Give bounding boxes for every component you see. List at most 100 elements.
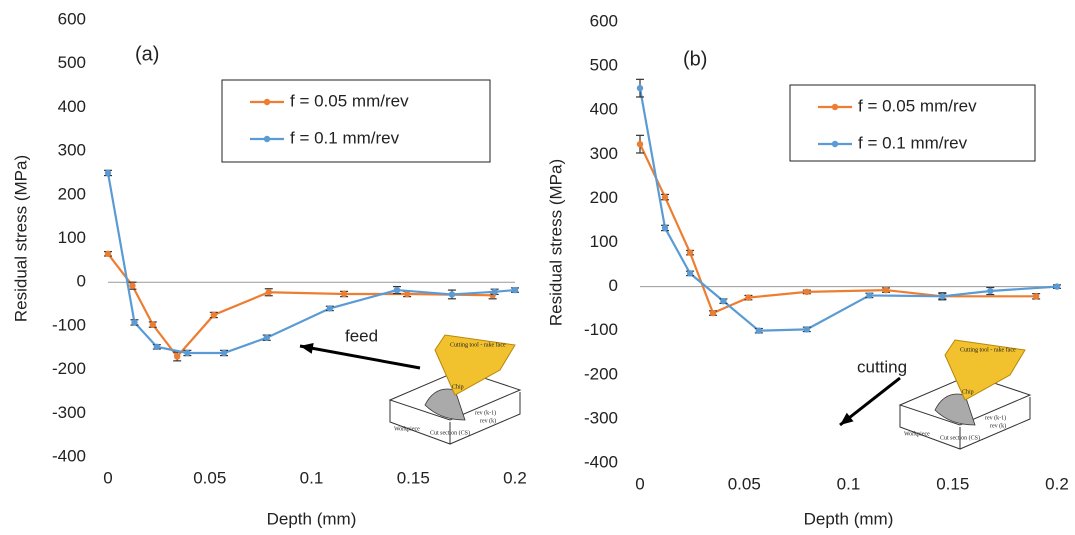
data-point (393, 286, 401, 294)
y-tick-label: 600 (58, 9, 86, 28)
data-point (210, 311, 218, 319)
panel-label: (b) (683, 48, 707, 70)
inset-label: Workpiece (394, 426, 420, 432)
data-point (1053, 283, 1061, 290)
x-tick-label: 0.2 (1045, 474, 1069, 493)
data-point (104, 250, 112, 257)
data-point (173, 353, 181, 360)
arrow-label: cutting (857, 357, 907, 376)
data-point (448, 291, 456, 298)
cutting-tool (434, 334, 516, 396)
inset-label: rev (k-1) (985, 414, 1006, 421)
y-tick-label: 500 (590, 56, 618, 75)
data-point (686, 249, 694, 256)
legend-label: f = 0.1 mm/rev (858, 133, 968, 152)
data-point (104, 169, 112, 177)
inset-label: rev (k) (990, 422, 1006, 429)
y-tick-label: -100 (52, 315, 86, 334)
arrow-label: feed (345, 326, 378, 345)
inset-label: Cutting tool - rake face (450, 341, 506, 348)
data-point (939, 293, 946, 300)
inset-label: rev (k-1) (475, 409, 496, 416)
legend-marker (263, 135, 271, 143)
inset-label: Chip (962, 389, 974, 395)
inset-label: Cut section (CS) (940, 434, 980, 441)
inset-illustration: Cutting tool - rake face Chip Workpiece Cut… (388, 334, 522, 445)
data-point (709, 309, 717, 317)
x-tick-label: 0 (635, 474, 644, 493)
data-point (184, 349, 191, 357)
y-tick-label: 100 (58, 228, 86, 247)
legend-marker (831, 103, 839, 111)
x-axis-title: Depth (mm) (267, 509, 357, 528)
y-tick-label: -200 (584, 364, 618, 383)
data-point (340, 290, 348, 298)
y-tick-label: 0 (77, 272, 86, 291)
chip (424, 388, 466, 421)
data-point (511, 286, 519, 294)
data-point (661, 224, 669, 232)
y-tick-label: -200 (52, 359, 86, 378)
data-point (720, 297, 727, 305)
legend-label: f = 0.1 mm/rev (290, 128, 400, 147)
y-tick-label: 0 (609, 276, 618, 295)
legend-marker (831, 140, 839, 148)
y-tick-label: -100 (584, 320, 618, 339)
x-tick-label: 0.1 (300, 468, 324, 487)
x-tick-label: 0.15 (397, 468, 430, 487)
data-point (661, 193, 669, 201)
legend-box (221, 79, 491, 163)
y-tick-label: 100 (590, 232, 618, 251)
legend-marker (263, 98, 271, 106)
inset-illustration: Cutting tool - rake face Chip Workpiece Cut… (898, 339, 1032, 450)
data-point (987, 287, 994, 295)
series-line (107, 253, 493, 359)
data-point (129, 282, 136, 289)
y-tick-label: 300 (58, 141, 86, 160)
arrow-head (840, 412, 854, 425)
y-tick-label: 400 (590, 100, 618, 119)
x-tick-label: 0 (103, 468, 112, 487)
data-point (1032, 293, 1040, 300)
y-tick-label: -300 (52, 403, 86, 422)
data-point (265, 289, 272, 296)
y-tick-label: 500 (58, 53, 86, 72)
y-tick-label: -400 (52, 446, 86, 465)
data-point (220, 349, 228, 357)
y-axis-title: Residual stress (MPa) (11, 155, 30, 322)
legend-label: f = 0.05 mm/rev (290, 91, 409, 110)
y-tick-label: 600 (590, 11, 618, 30)
inset-label: Cutting tool - rake face (960, 346, 1016, 353)
data-point (882, 286, 890, 294)
chip (934, 393, 976, 426)
cutting-tool (944, 339, 1026, 401)
data-point (131, 319, 138, 326)
data-point (263, 334, 270, 341)
data-point (803, 288, 810, 296)
x-tick-label: 0.2 (503, 468, 527, 487)
inset-label: rev (k) (480, 417, 496, 424)
x-tick-label: 0.05 (193, 468, 226, 487)
x-axis-title: Depth (mm) (804, 509, 894, 528)
y-tick-label: 300 (590, 144, 618, 163)
data-point (803, 326, 810, 333)
inset-label: Chip (452, 384, 464, 390)
data-point (745, 294, 752, 301)
legend-label: f = 0.05 mm/rev (858, 96, 977, 115)
y-axis-title: Residual stress (MPa) (546, 159, 565, 326)
data-point (866, 292, 873, 299)
data-point (686, 270, 694, 277)
direction-arrow (299, 344, 421, 370)
data-point (636, 84, 644, 92)
x-tick-label: 0.05 (728, 474, 761, 493)
inset-label: Workpiece (904, 431, 930, 437)
x-tick-label: 0.1 (837, 474, 861, 493)
y-tick-label: 200 (590, 188, 618, 207)
data-point (755, 327, 763, 334)
data-point (149, 321, 156, 328)
data-point (326, 305, 334, 312)
series-line (639, 143, 1037, 315)
y-tick-label: -300 (584, 408, 618, 427)
arrow-head (300, 342, 314, 354)
